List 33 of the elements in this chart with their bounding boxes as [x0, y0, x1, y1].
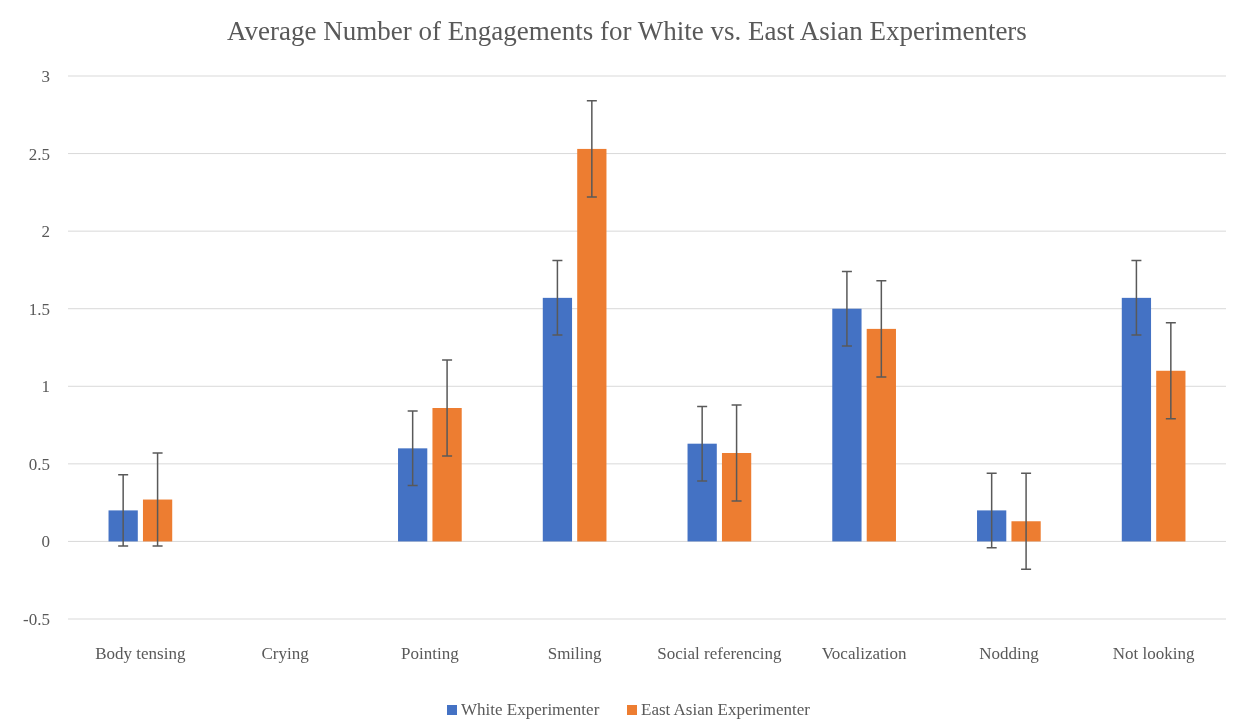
y-tick-label: 0.5: [28, 454, 50, 474]
bar: [432, 408, 462, 542]
legend-label: East Asian Experimenter: [641, 700, 811, 719]
y-tick-label: 0: [41, 532, 50, 552]
x-tick-label: Social referencing: [657, 644, 782, 663]
y-tick-label: 2: [41, 222, 50, 242]
bar: [721, 453, 752, 542]
x-tick-label: Smiling: [547, 644, 603, 663]
bar: [542, 297, 573, 542]
bar: [1121, 297, 1152, 542]
bar: [1011, 521, 1041, 542]
legend-label: White Experimenter: [461, 700, 600, 719]
y-tick-label: 1.5: [28, 299, 50, 319]
x-tick-label: Body tensing: [95, 644, 186, 663]
x-tick-label: Not looking: [1112, 644, 1195, 663]
x-tick-label: Pointing: [401, 644, 460, 663]
bar: [577, 148, 607, 542]
bar: [977, 510, 1007, 542]
y-tick-label: -0.5: [23, 609, 50, 629]
x-tick-label: Crying: [261, 644, 310, 663]
bar: [687, 443, 717, 542]
y-tick-label: 2.5: [28, 144, 50, 164]
bar: [108, 510, 138, 542]
x-tick-label: Nodding: [979, 644, 1040, 663]
y-tick-label: 3: [41, 66, 50, 86]
bar: [832, 308, 862, 542]
bar: [866, 328, 896, 542]
bar: [142, 499, 173, 542]
bar: [1156, 370, 1186, 542]
chart-title: Average Number of Engagements for White vs. East Asian Experimenters: [227, 16, 1027, 46]
y-tick-label: 1: [41, 377, 50, 397]
x-tick-label: Vocalization: [821, 644, 907, 663]
bar: [398, 448, 428, 542]
